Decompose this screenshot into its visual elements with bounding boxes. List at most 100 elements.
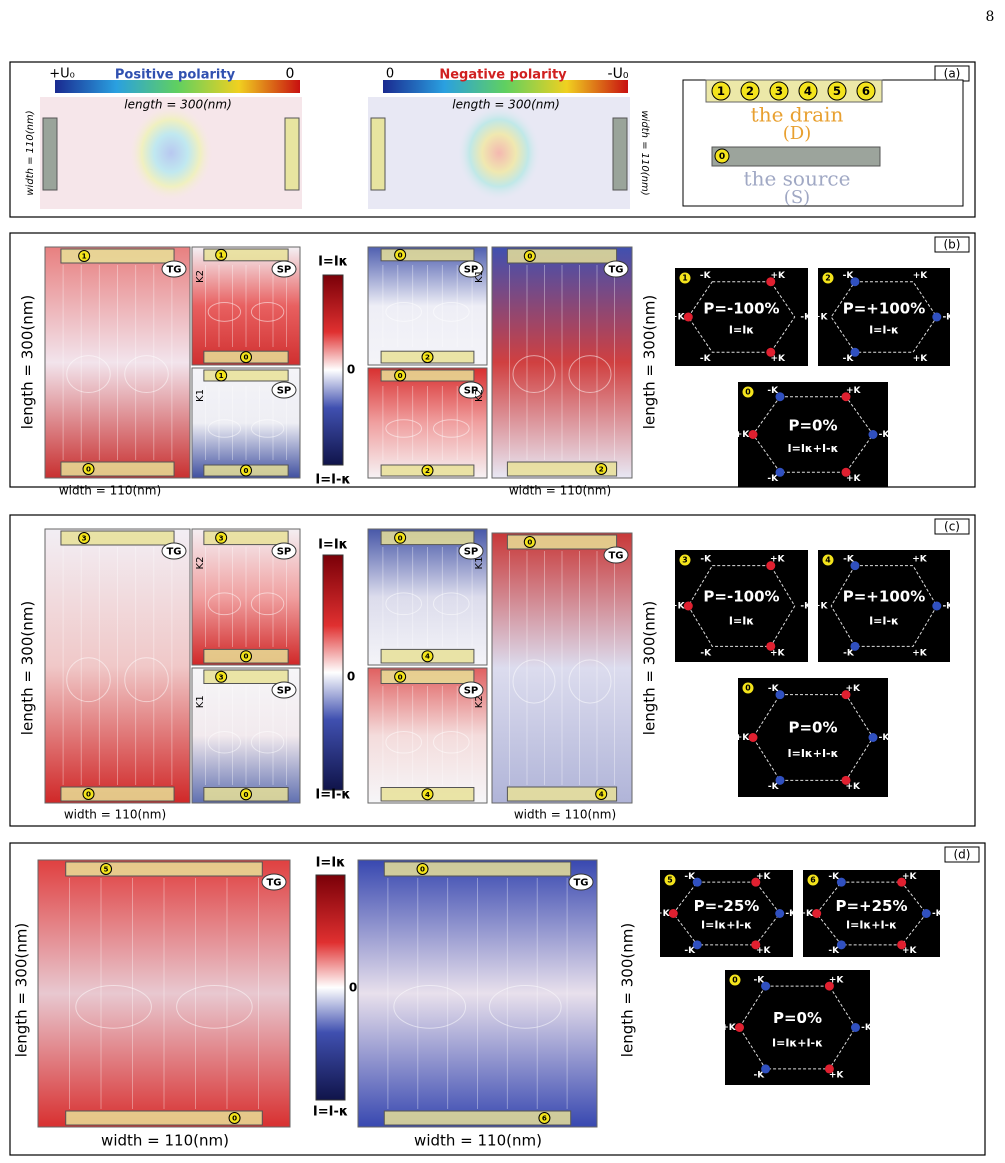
bz-box	[818, 268, 950, 366]
valley-dot	[766, 347, 776, 357]
drain-contact: 1	[717, 84, 725, 98]
valley-dot	[775, 467, 785, 477]
current: I=Iκ	[729, 615, 754, 628]
panel-label: (c)	[944, 520, 960, 534]
probe-tag: SP	[277, 547, 292, 558]
contact-number-circle	[215, 531, 228, 544]
drain-contact-circle	[856, 81, 876, 101]
k-point: +K	[912, 648, 928, 658]
k-point: +K	[798, 909, 814, 919]
polarization: P=0%	[788, 718, 837, 736]
k-point: -K	[767, 386, 779, 396]
k-point: -K	[754, 1071, 766, 1081]
valley-label: K2	[195, 270, 206, 283]
contact	[380, 248, 475, 262]
vortex	[488, 984, 562, 1029]
vortex	[568, 355, 612, 394]
valley-dot	[766, 641, 776, 651]
source-label: the source	[744, 167, 851, 191]
panel-label-box	[934, 236, 970, 253]
vortex	[393, 984, 467, 1029]
valley-dot	[850, 561, 860, 571]
length-label: length = 300(nm)	[13, 923, 31, 1057]
tag-bubble	[603, 260, 629, 278]
contact-number-circle	[678, 271, 692, 285]
vortex	[66, 355, 111, 394]
polarization: P=+100%	[843, 588, 925, 606]
vortex	[385, 301, 423, 322]
drain-contact-circle	[740, 81, 760, 101]
contact	[65, 1110, 263, 1126]
tag-bubble	[568, 873, 594, 891]
contact-number: 6	[542, 1114, 547, 1123]
contact-number-circle	[240, 788, 252, 801]
contact-number-circle	[421, 351, 434, 364]
contact-number: 0	[398, 672, 403, 681]
valley-label: K2	[474, 695, 485, 708]
colorbar-mid: 0	[347, 363, 355, 377]
valley-dot	[775, 392, 785, 402]
tag-bubble	[458, 381, 484, 399]
valley-label: K1	[474, 270, 485, 283]
contact-number: 1	[219, 250, 224, 259]
contact-number-circle	[215, 670, 228, 683]
bz-box	[803, 870, 940, 957]
tag-bubble	[161, 542, 187, 560]
valley-dot	[841, 690, 851, 700]
bz-box	[675, 268, 808, 366]
contact-number: 0	[244, 652, 249, 661]
source-bar	[711, 146, 881, 167]
k-point: +K	[829, 1071, 845, 1081]
valley-dot	[897, 940, 907, 950]
panel-frame	[9, 514, 976, 827]
contact-number-circle	[100, 863, 113, 875]
valley-dot	[692, 940, 702, 950]
colorbar-top: I=Iκ	[318, 538, 348, 553]
valley-dot	[841, 467, 851, 477]
contact-number-circle	[215, 248, 228, 261]
probe-tag: TG	[608, 551, 623, 562]
current: I=I-κ	[869, 324, 899, 337]
polarization: P=-25%	[694, 897, 760, 915]
valley-dot	[766, 277, 776, 287]
contact-number: 6	[810, 876, 815, 885]
valley-dot	[775, 909, 785, 918]
width-label: width = 110(nm)	[514, 808, 616, 822]
probe-tag: SP	[464, 386, 479, 397]
drain-label: the drain	[751, 103, 844, 127]
contact-number: 0	[745, 684, 751, 693]
contact-number-circle	[821, 553, 835, 567]
drain-contact: 6	[862, 84, 870, 98]
valley-dot	[868, 430, 878, 439]
contact-number: 3	[682, 556, 687, 565]
k-point: +K	[813, 602, 829, 612]
contact-number-circle	[523, 250, 536, 262]
contact-number: 2	[425, 466, 430, 475]
drain-contact-circle	[798, 81, 818, 101]
polarization: P=0%	[773, 1009, 822, 1027]
contact-number-circle	[394, 369, 407, 382]
vortex	[66, 657, 111, 703]
vortex	[432, 419, 470, 438]
contact-number-circle	[416, 863, 429, 875]
tag-bubble	[271, 681, 297, 699]
contact-number: 0	[398, 371, 403, 380]
width-label: width = 110(nm)	[639, 110, 650, 195]
contact-number: 2	[825, 274, 830, 283]
contact-number-circle	[523, 536, 536, 548]
current: I=Iκ+I-κ	[772, 1037, 823, 1050]
k-point: -K	[942, 313, 954, 323]
valley-dot	[735, 1023, 744, 1032]
vortex	[432, 592, 470, 616]
current-field	[491, 532, 633, 804]
contact-number-circle	[82, 463, 95, 475]
bz-box	[738, 382, 888, 487]
tag-bubble	[458, 542, 484, 560]
contact-number: 1	[682, 274, 687, 283]
current-field	[37, 859, 291, 1128]
contact	[203, 369, 289, 382]
valley-label: K1	[195, 389, 206, 402]
contact	[60, 530, 175, 546]
contact	[60, 248, 175, 264]
panel-frame	[9, 842, 986, 1156]
